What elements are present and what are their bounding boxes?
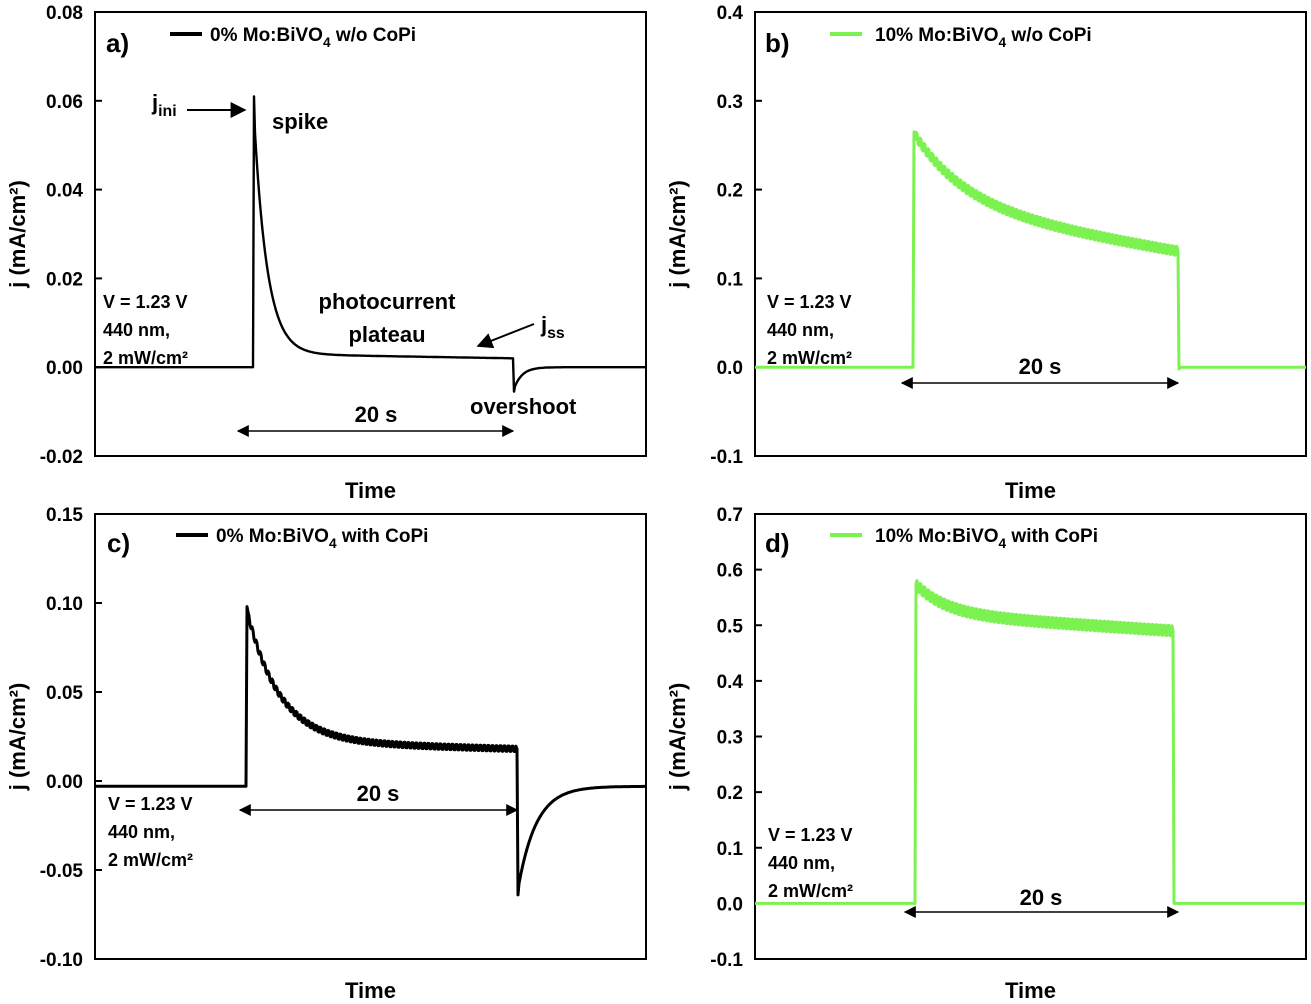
y-tick-label: 0.2 [717, 181, 743, 202]
y-axis-label: j (mA/cm²) [5, 180, 30, 289]
condition-text: V = 1.23 V [768, 825, 853, 845]
y-tick-label: 0.3 [717, 92, 743, 113]
condition-text: 440 nm, [108, 822, 175, 842]
y-tick-label: 0.04 [46, 181, 83, 202]
annotation-jss: jss [540, 312, 565, 342]
condition-text: 440 nm, [103, 320, 170, 340]
plot-frame [94, 11, 647, 457]
panel-letter: b) [765, 28, 790, 58]
panel-d: -0.1 0.0 0.1 0.2 0.3 0.4 0.5 0.6 0.7 Time j (mA/cm… [665, 505, 1307, 1003]
y-tick-label: -0.02 [40, 447, 83, 468]
duration-label: 20 s [355, 402, 398, 427]
condition-text: 2 mW/cm² [108, 850, 193, 870]
series-line [755, 130, 1306, 371]
panel-c: -0.10 -0.05 0.00 0.05 0.10 0.15 Time j (mA/cm²)… [5, 505, 647, 1003]
y-tick-label: 0.05 [46, 683, 83, 704]
legend-label: 10% Mo:BiVO4 with CoPi [875, 526, 1098, 551]
y-axis-label: j (mA/cm²) [5, 683, 30, 792]
legend-label: 0% Mo:BiVO4 w/o CoPi [210, 25, 416, 50]
y-tick-label: 0.02 [46, 269, 83, 290]
panel-b: -0.1 0.0 0.1 0.2 0.3 0.4 Time j (mA/cm²) b) 10% M… [665, 3, 1307, 503]
y-tick-label: 0.3 [717, 728, 743, 749]
series-line [95, 605, 645, 897]
y-tick-label: 0.4 [717, 672, 744, 693]
y-tick-label: 0.00 [46, 358, 83, 379]
y-tick-label: 0.4 [717, 3, 744, 24]
y-tick-label: -0.05 [40, 861, 84, 882]
y-axis-label: j (mA/cm²) [665, 180, 690, 289]
condition-text: 2 mW/cm² [767, 348, 852, 368]
x-axis-label: Time [345, 478, 396, 503]
condition-text: 440 nm, [768, 853, 835, 873]
x-axis-label: Time [1005, 978, 1056, 1003]
y-tick-label: -0.1 [710, 950, 743, 971]
legend-label: 0% Mo:BiVO4 with CoPi [216, 526, 428, 551]
y-tick-label: 0.08 [46, 3, 83, 24]
condition-text: 2 mW/cm² [103, 348, 188, 368]
condition-text: V = 1.23 V [103, 292, 188, 312]
panel-a: -0.02 0.00 0.02 0.04 0.06 0.08 Time j (mA/cm²) a… [5, 3, 647, 503]
y-tick-label: 0.06 [46, 92, 83, 113]
condition-text: V = 1.23 V [767, 292, 852, 312]
condition-text: 440 nm, [767, 320, 834, 340]
y-axis-label: j (mA/cm²) [665, 683, 690, 792]
y-tick-label: 0.7 [717, 505, 743, 526]
plot-frame [94, 513, 647, 960]
series-line [755, 579, 1305, 905]
x-axis-label: Time [345, 978, 396, 1003]
condition-text: V = 1.23 V [108, 794, 193, 814]
y-tick-label: 0.1 [717, 839, 744, 860]
series-line [95, 95, 645, 393]
panel-letter: c) [107, 528, 130, 558]
y-tick-label: 0.00 [46, 772, 83, 793]
y-tick-label: -0.10 [40, 950, 83, 971]
x-axis-label: Time [1005, 478, 1056, 503]
y-tick-label: 0.2 [717, 783, 743, 804]
y-tick-label: 0.1 [717, 269, 744, 290]
annotation-plateau-line1: photocurrent [319, 289, 457, 314]
panel-letter: d) [765, 528, 790, 558]
annotation-jini: jini [151, 90, 177, 120]
y-tick-label: -0.1 [710, 447, 743, 468]
y-tick-label: 0.10 [46, 594, 83, 615]
condition-text: 2 mW/cm² [768, 881, 853, 901]
duration-label: 20 s [1019, 354, 1062, 379]
annotation-spike: spike [272, 109, 328, 134]
jss-arrow [476, 323, 535, 349]
annotation-plateau-line2: plateau [348, 322, 425, 347]
panel-letter: a) [106, 28, 129, 58]
annotation-overshoot: overshoot [470, 394, 577, 419]
plot-frame [754, 11, 1307, 457]
legend-label: 10% Mo:BiVO4 w/o CoPi [875, 25, 1092, 50]
duration-label: 20 s [1020, 885, 1063, 910]
y-tick-label: 0.15 [46, 505, 83, 526]
y-tick-label: 0.5 [717, 616, 744, 637]
y-tick-label: 0.6 [717, 561, 743, 582]
y-tick-label: 0.0 [717, 894, 743, 915]
duration-label: 20 s [357, 781, 400, 806]
y-tick-label: 0.0 [717, 358, 743, 379]
